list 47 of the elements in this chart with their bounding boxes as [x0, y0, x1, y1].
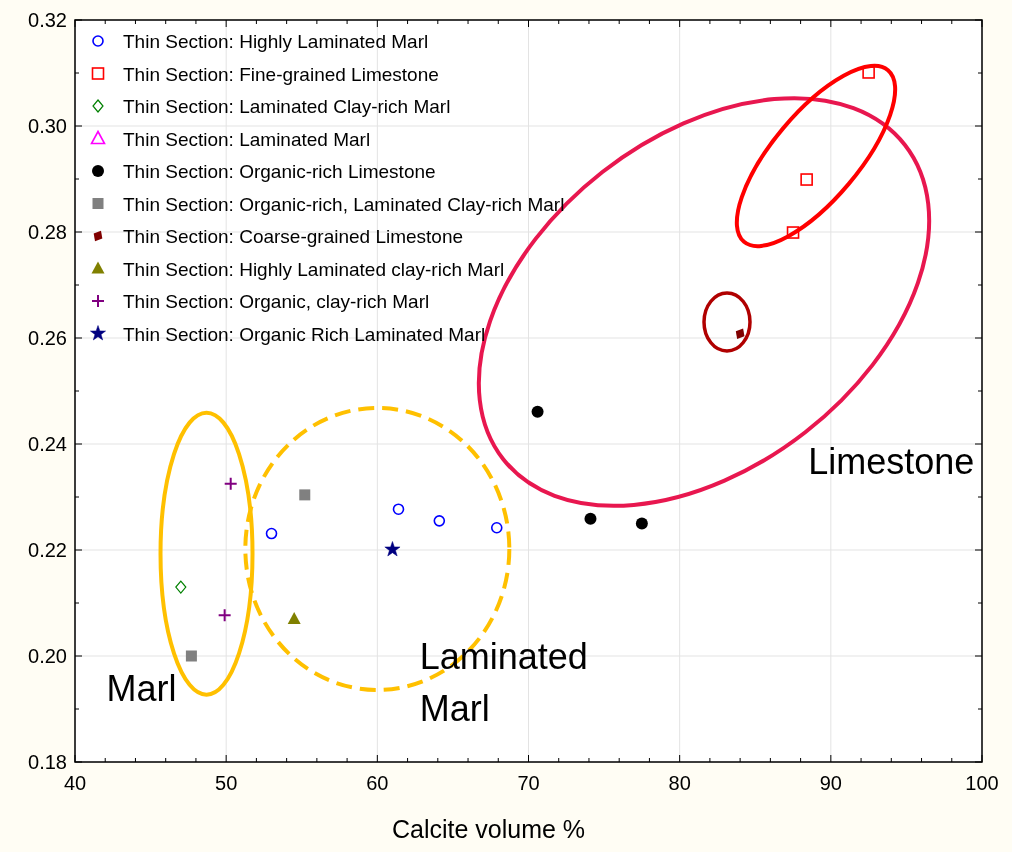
legend-label: Thin Section: Organic-rich Limestone [123, 161, 436, 182]
x-tick-label: 80 [668, 772, 691, 794]
point [185, 650, 197, 662]
y-tick-label: 0.24 [28, 433, 67, 455]
legend-label: Thin Section: Organic Rich Laminated Marl [123, 323, 486, 345]
x-tick-label: 70 [517, 772, 540, 794]
point [175, 580, 187, 594]
point [786, 226, 800, 239]
y-tick-label: 0.20 [28, 645, 67, 667]
legend-label: Thin Section: Fine-grained Limestone [123, 63, 439, 85]
annotation: Marl [106, 668, 177, 710]
point [490, 521, 503, 534]
legend-label: Thin Section: Organic, clay-rich Marl [123, 291, 430, 312]
legend-label: Thin Section: Laminated Marl [123, 128, 371, 150]
annotation: Laminated Marl [419, 636, 588, 730]
point [635, 517, 648, 530]
y-tick-label: 0.32 [28, 9, 67, 31]
legend-label: Thin Section: Highly Laminated Marl [123, 31, 429, 52]
point [265, 527, 278, 540]
point [584, 512, 597, 525]
point [735, 328, 745, 339]
y-tick-label: 0.26 [28, 327, 67, 349]
legend-label: Thin Section: Laminated Clay-rich Marl [123, 96, 451, 117]
annotation: Limestone [808, 441, 975, 483]
legend-label: Thin Section: Organic-rich, Laminated Clay-rich Marl [123, 193, 565, 215]
point [392, 503, 405, 515]
x-tick-label: 40 [63, 772, 87, 794]
point [433, 515, 446, 527]
point [223, 476, 238, 491]
x-tick-label: 100 [965, 772, 999, 794]
point [862, 66, 875, 79]
x-tick-label: 60 [366, 772, 389, 794]
point [217, 608, 232, 623]
point [299, 489, 311, 501]
x-tick-label: 90 [819, 772, 842, 794]
y-tick-label: 0.22 [28, 539, 67, 561]
legend-label: Thin Section: Highly Laminated clay-rich Marl [123, 258, 505, 280]
point [287, 611, 301, 624]
x-axis-title: Calcite volume % [391, 815, 586, 843]
y-tick-label: 0.28 [28, 221, 67, 243]
point [800, 173, 813, 186]
y-tick-label: 0.30 [28, 115, 67, 137]
x-tick-label: 50 [215, 772, 238, 794]
y-tick-label: 0.18 [28, 751, 67, 773]
point [531, 405, 544, 418]
point [384, 541, 401, 557]
legend-label: Thin Section: Coarse-grained Limestone [123, 226, 464, 247]
